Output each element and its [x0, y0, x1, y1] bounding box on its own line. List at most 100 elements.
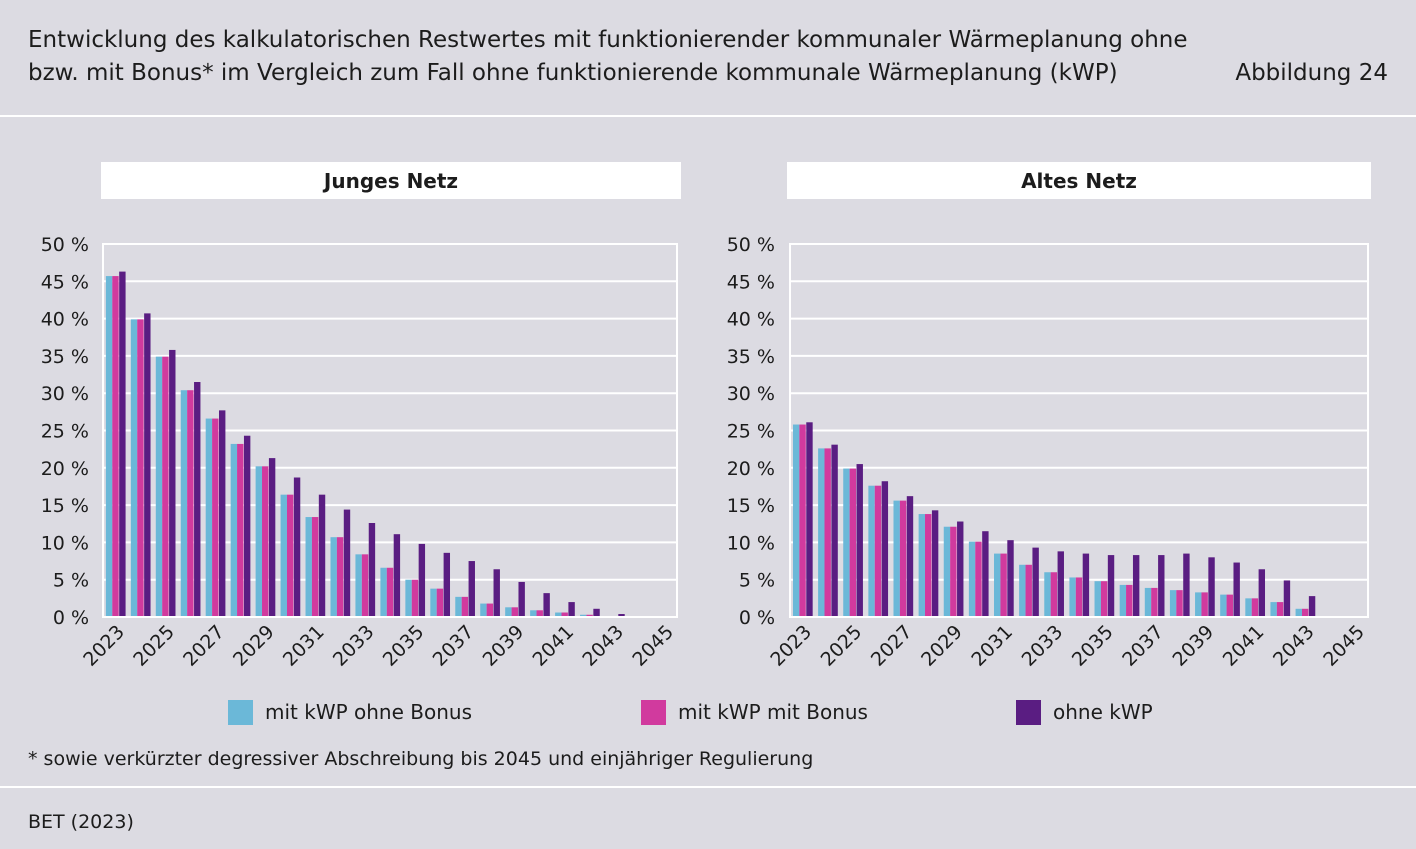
bar-mit-kwp-mit-bonus	[1151, 587, 1158, 617]
x-tick-label: 2045	[628, 621, 678, 671]
bar-mit-kwp-mit-bonus	[1100, 581, 1108, 617]
x-tick-label: 2025	[817, 621, 867, 671]
bar-mit-kwp-ohne-bonus	[580, 614, 587, 617]
bar-mit-kwp-ohne-bonus	[505, 607, 512, 617]
bar-mit-kwp-ohne-bonus	[405, 579, 412, 617]
bar-mit-kwp-ohne-bonus	[130, 319, 138, 617]
bar-mit-kwp-mit-bonus	[336, 537, 344, 617]
bar-mit-kwp-mit-bonus	[311, 517, 319, 617]
bar-mit-kwp-mit-bonus	[1201, 592, 1208, 617]
bar-ohne-kwp	[1158, 555, 1165, 617]
bar-mit-kwp-ohne-bonus	[1144, 587, 1152, 617]
bar-mit-kwp-ohne-bonus	[994, 553, 1001, 617]
x-tick-label: 2037	[429, 621, 479, 671]
y-tick-label: 35 %	[41, 346, 89, 368]
bar-ohne-kwp	[618, 614, 625, 617]
bar-ohne-kwp	[1258, 569, 1266, 617]
x-tick-label: 2039	[1168, 621, 1218, 671]
bar-ohne-kwp	[1132, 555, 1140, 617]
bar-mit-kwp-ohne-bonus	[1094, 581, 1101, 617]
y-tick-label: 50 %	[41, 234, 89, 256]
bar-mit-kwp-mit-bonus	[286, 494, 294, 617]
x-tick-label: 2041	[528, 621, 578, 671]
y-tick-label: 25 %	[727, 421, 775, 443]
bar-mit-kwp-ohne-bonus	[255, 466, 263, 617]
y-tick-label: 45 %	[41, 271, 89, 293]
y-tick-label: 40 %	[41, 309, 89, 331]
bar-mit-kwp-mit-bonus	[1251, 598, 1259, 617]
bar-ohne-kwp	[856, 464, 863, 617]
bar-ohne-kwp	[982, 531, 989, 617]
title-line-2: bzw. mit Bonus* im Vergleich zum Fall oh…	[28, 60, 1118, 86]
bar-mit-kwp-ohne-bonus	[1245, 598, 1252, 617]
bar-mit-kwp-mit-bonus	[386, 567, 394, 617]
legend-label: mit kWP ohne Bonus	[265, 700, 472, 724]
x-tick-label: 2031	[967, 621, 1017, 671]
x-tick-label: 2039	[479, 621, 529, 671]
bar-mit-kwp-mit-bonus	[436, 588, 444, 617]
source-note: BET (2023)	[28, 811, 134, 833]
x-tick-label: 2025	[129, 621, 179, 671]
legend-item-mit-kwp-mit-bonus: mit kWP mit Bonus	[641, 697, 868, 727]
bar-ohne-kwp	[543, 593, 550, 617]
bar-mit-kwp-mit-bonus	[1075, 577, 1083, 617]
bar-mit-kwp-ohne-bonus	[818, 448, 825, 617]
bar-mit-kwp-mit-bonus	[1176, 590, 1183, 617]
bar-mit-kwp-ohne-bonus	[1220, 594, 1227, 617]
bar-ohne-kwp	[1233, 562, 1240, 617]
bar-mit-kwp-ohne-bonus	[355, 554, 362, 617]
y-tick-label: 0 %	[53, 607, 89, 629]
legend-item-mit-kwp-ohne-bonus: mit kWP ohne Bonus	[228, 697, 472, 727]
bar-mit-kwp-ohne-bonus	[330, 537, 337, 617]
bar-mit-kwp-mit-bonus	[874, 485, 882, 617]
chart-title: Entwicklung des kalkulatorischen Restwer…	[28, 24, 1208, 90]
bar-mit-kwp-ohne-bonus	[1195, 592, 1202, 617]
bar-mit-kwp-ohne-bonus	[918, 514, 926, 617]
bar-ohne-kwp	[194, 382, 201, 617]
chart-panel-header	[101, 162, 681, 199]
y-tick-label: 45 %	[727, 271, 775, 293]
bar-mit-kwp-mit-bonus	[511, 607, 518, 617]
bar-ohne-kwp	[518, 581, 525, 617]
bar-mit-kwp-ohne-bonus	[1019, 564, 1026, 617]
x-tick-label: 2033	[329, 621, 379, 671]
legend-item-ohne-kwp: ohne kWP	[1016, 697, 1153, 727]
bar-mit-kwp-mit-bonus	[950, 526, 957, 617]
y-tick-label: 25 %	[41, 421, 89, 443]
bar-mit-kwp-ohne-bonus	[792, 424, 800, 617]
bar-ohne-kwp	[169, 349, 176, 617]
bar-mit-kwp-mit-bonus	[799, 424, 806, 617]
bar-mit-kwp-ohne-bonus	[455, 596, 462, 617]
bar-mit-kwp-mit-bonus	[137, 319, 144, 617]
y-tick-label: 35 %	[727, 346, 775, 368]
bar-mit-kwp-mit-bonus	[1025, 564, 1032, 617]
legend-label: ohne kWP	[1053, 700, 1153, 724]
bar-ohne-kwp	[1082, 553, 1090, 617]
bar-mit-kwp-ohne-bonus	[1044, 572, 1051, 617]
bar-mit-kwp-mit-bonus	[187, 390, 194, 617]
x-tick-label: 2043	[1269, 621, 1319, 671]
bar-ohne-kwp	[1183, 553, 1190, 617]
y-tick-label: 15 %	[727, 495, 775, 517]
bar-mit-kwp-ohne-bonus	[205, 418, 213, 617]
bar-ohne-kwp	[881, 481, 889, 617]
bar-mit-kwp-mit-bonus	[162, 356, 169, 617]
divider-top	[0, 115, 1416, 117]
bar-mit-kwp-ohne-bonus	[893, 500, 900, 617]
bar-mit-kwp-ohne-bonus	[1169, 590, 1177, 617]
bar-ohne-kwp	[318, 494, 326, 617]
bar-mit-kwp-ohne-bonus	[430, 588, 437, 617]
bar-mit-kwp-mit-bonus	[899, 500, 907, 617]
bar-mit-kwp-mit-bonus	[975, 541, 982, 617]
x-tick-label: 2041	[1219, 621, 1269, 671]
bar-ohne-kwp	[144, 313, 151, 617]
legend-swatch-ohne-kwp	[1016, 699, 1041, 725]
bar-ohne-kwp	[1007, 540, 1014, 617]
x-tick-label: 2035	[1068, 621, 1118, 671]
bar-mit-kwp-mit-bonus	[824, 448, 831, 617]
y-tick-label: 40 %	[727, 309, 775, 331]
bar-mit-kwp-ohne-bonus	[843, 468, 850, 617]
bar-mit-kwp-ohne-bonus	[1119, 584, 1127, 617]
y-tick-label: 30 %	[41, 383, 89, 405]
bar-mit-kwp-mit-bonus	[1126, 584, 1133, 617]
